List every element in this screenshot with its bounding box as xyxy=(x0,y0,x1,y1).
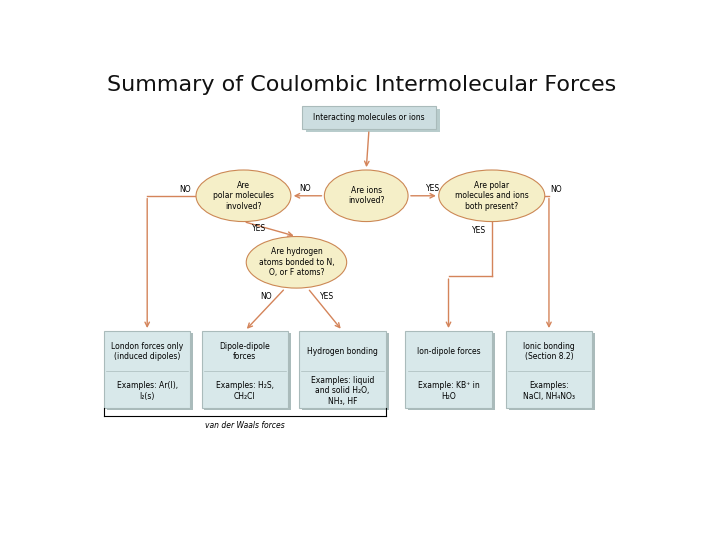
Text: Examples: H₂S,
CH₂Cl: Examples: H₂S, CH₂Cl xyxy=(216,381,274,401)
FancyBboxPatch shape xyxy=(300,331,386,408)
Text: London forces only
(induced dipoles): London forces only (induced dipoles) xyxy=(111,342,184,361)
Text: YES: YES xyxy=(252,224,266,233)
Ellipse shape xyxy=(324,170,408,221)
Text: Examples:
NaCl, NH₄NO₃: Examples: NaCl, NH₄NO₃ xyxy=(523,381,575,401)
Text: YES: YES xyxy=(426,184,440,193)
Text: Dipole-dipole
forces: Dipole-dipole forces xyxy=(220,342,270,361)
Ellipse shape xyxy=(196,170,291,221)
Text: Are polar
molecules and ions
both present?: Are polar molecules and ions both presen… xyxy=(455,181,528,211)
Ellipse shape xyxy=(438,170,545,221)
Text: Are
polar molecules
involved?: Are polar molecules involved? xyxy=(213,181,274,211)
Text: Ionic bonding
(Section 8.2): Ionic bonding (Section 8.2) xyxy=(523,342,575,361)
FancyBboxPatch shape xyxy=(302,106,436,129)
Text: NO: NO xyxy=(179,185,190,194)
FancyBboxPatch shape xyxy=(104,331,190,408)
Text: van der Waals forces: van der Waals forces xyxy=(205,421,284,430)
Text: Examples: liquid
and solid H₂O,
NH₃, HF: Examples: liquid and solid H₂O, NH₃, HF xyxy=(311,376,374,406)
Text: YES: YES xyxy=(472,226,486,235)
Text: Examples: Ar(l),
I₂(s): Examples: Ar(l), I₂(s) xyxy=(117,381,178,401)
FancyBboxPatch shape xyxy=(508,333,595,410)
Text: Interacting molecules or ions: Interacting molecules or ions xyxy=(313,113,425,123)
Text: Are hydrogen
atoms bonded to N,
O, or F atoms?: Are hydrogen atoms bonded to N, O, or F … xyxy=(258,247,334,277)
Text: NO: NO xyxy=(260,292,271,301)
Text: YES: YES xyxy=(320,292,334,301)
FancyBboxPatch shape xyxy=(505,331,593,408)
FancyBboxPatch shape xyxy=(202,331,288,408)
Text: Are ions
involved?: Are ions involved? xyxy=(348,186,384,206)
Ellipse shape xyxy=(246,237,347,288)
FancyBboxPatch shape xyxy=(306,109,440,132)
Text: Hydrogen bonding: Hydrogen bonding xyxy=(307,347,378,356)
FancyBboxPatch shape xyxy=(107,333,193,410)
Text: Ion-dipole forces: Ion-dipole forces xyxy=(417,347,480,356)
Text: Example: KB⁺ in
H₂O: Example: KB⁺ in H₂O xyxy=(418,381,480,401)
FancyBboxPatch shape xyxy=(408,333,495,410)
Text: NO: NO xyxy=(299,184,310,193)
FancyBboxPatch shape xyxy=(405,331,492,408)
Text: Summary of Coulombic Intermolecular Forces: Summary of Coulombic Intermolecular Forc… xyxy=(107,75,616,95)
FancyBboxPatch shape xyxy=(302,333,389,410)
FancyBboxPatch shape xyxy=(204,333,291,410)
Text: NO: NO xyxy=(550,185,562,194)
